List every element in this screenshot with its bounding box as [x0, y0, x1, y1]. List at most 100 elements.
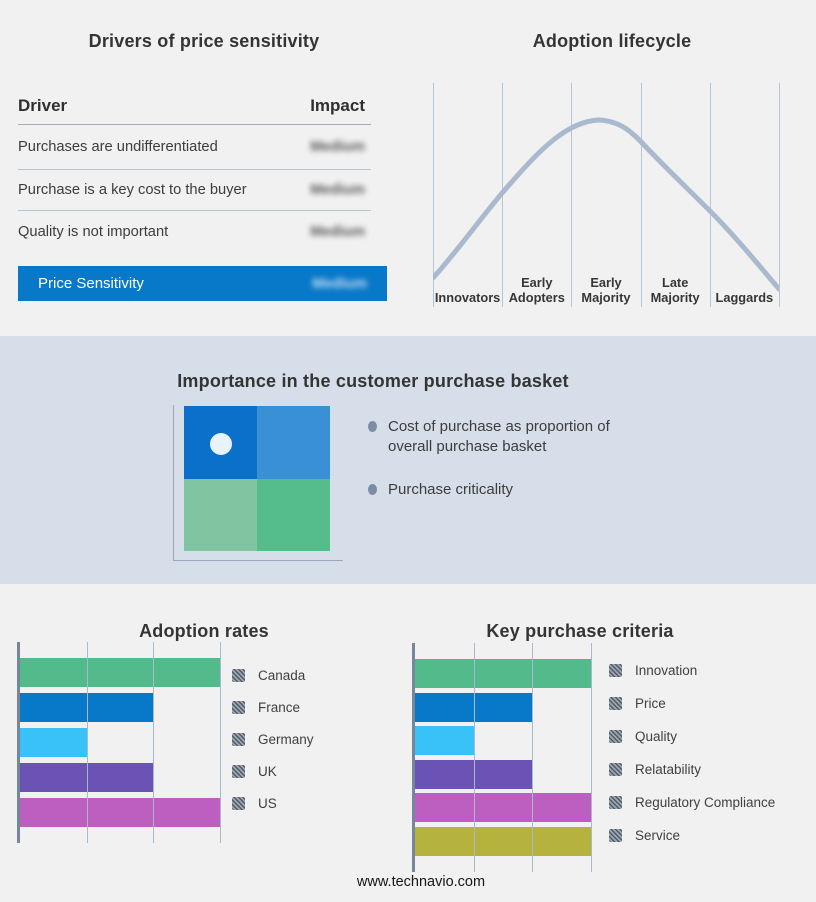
list-item: Cost of purchase as proportion of overal…: [368, 417, 658, 458]
quadrant-top-left: [184, 406, 257, 479]
stage-label-laggards: Laggards: [715, 289, 774, 305]
bar-regulatory-compliance: [415, 793, 591, 822]
impact-value-blurred: Medium: [310, 182, 365, 198]
legend-item: Germany: [232, 723, 314, 755]
impact-column-header: Impact: [310, 96, 365, 115]
legend-swatch-icon: [609, 829, 622, 842]
legend-swatch-icon: [232, 700, 245, 714]
legend-label: Canada: [258, 667, 306, 683]
legend-item: Price: [609, 687, 775, 720]
driver-column-header: Driver: [18, 96, 68, 115]
legend-swatch-icon: [232, 764, 245, 778]
quadrant-matrix: [184, 406, 330, 551]
legend-swatch-icon: [609, 763, 622, 776]
quadrant-bottom-right: [257, 478, 330, 551]
legend-item: Regulatory Compliance: [609, 786, 775, 819]
legend-item: Canada: [232, 659, 314, 691]
driver-cell: Purchases are undifferentiated: [18, 139, 218, 155]
legend-label: Service: [635, 828, 681, 843]
driver-cell: Quality is not important: [18, 224, 169, 240]
stage-labels: Innovators Early Adopters Early Majority…: [433, 275, 779, 305]
quadrant-y-axis: [173, 405, 174, 561]
stage-label-innovators: Innovators: [434, 289, 501, 305]
legend: Canada France Germany UK US: [232, 659, 314, 819]
legend: Innovation Price Quality Relatability Re…: [609, 654, 775, 852]
table-row: Purchase is a key cost to the buyer Medi…: [18, 170, 371, 211]
lifecycle-panel-title: Adoption lifecycle: [532, 30, 692, 51]
stage-label-late-majority: Late Majority: [650, 274, 700, 305]
adoption-rates-plot: [17, 642, 221, 843]
bullet-text: Purchase criticality: [388, 480, 514, 498]
purchase-basket-section: Importance in the customer purchase bask…: [0, 336, 816, 584]
legend-swatch-icon: [232, 668, 245, 682]
gridline: [86, 642, 88, 843]
bullet-icon: [368, 483, 377, 495]
bars: [20, 658, 220, 827]
legend-swatch-icon: [609, 697, 622, 710]
gridline: [571, 83, 573, 307]
legend-item: Relatability: [609, 753, 775, 786]
drivers-panel-title: Drivers of price sensitivity: [88, 30, 320, 51]
legend-item: US: [232, 787, 314, 819]
bar-us: [20, 798, 220, 827]
legend-label: Quality: [635, 729, 678, 744]
quadrant-bottom-left: [184, 478, 257, 551]
bar-innovation: [415, 659, 591, 688]
impact-value-blurred: Medium: [310, 139, 365, 155]
gridline: [640, 83, 642, 307]
legend-item: Quality: [609, 720, 775, 753]
price-sensitivity-label: Price Sensitivity: [38, 275, 144, 292]
bar-canada: [20, 658, 220, 687]
legend-label: Innovation: [635, 663, 698, 678]
legend-swatch-icon: [609, 730, 622, 743]
legend-item: Service: [609, 819, 775, 852]
basket-bullet-list: Cost of purchase as proportion of overal…: [368, 417, 658, 522]
basket-section-title: Importance in the customer purchase bask…: [177, 370, 569, 391]
bullet-icon: [368, 421, 377, 432]
legend-label: Relatability: [635, 762, 702, 777]
price-sensitivity-row: Price Sensitivity Medium: [18, 266, 387, 301]
bar-germany: [20, 728, 87, 757]
legend-item: France: [232, 691, 314, 723]
legend-swatch-icon: [232, 732, 245, 746]
legend-label: Regulatory Compliance: [635, 795, 776, 810]
adoption-lifecycle-chart: Innovators Early Adopters Early Majority…: [433, 83, 780, 307]
gridline: [709, 83, 711, 307]
adoption-rates-title: Adoption rates: [139, 620, 269, 641]
bar-service: [415, 826, 591, 856]
legend-item: UK: [232, 755, 314, 787]
gridline: [532, 643, 534, 872]
legend-label: Price: [635, 696, 666, 711]
bar-quality: [415, 726, 474, 755]
bell-curve: [433, 117, 779, 292]
legend-label: US: [258, 795, 277, 811]
gridline: [779, 83, 780, 307]
gridline: [473, 643, 475, 872]
position-dot: [210, 433, 232, 455]
key-purchase-criteria-title: Key purchase criteria: [486, 620, 674, 641]
lifecycle-curve-path: [433, 117, 779, 292]
legend-item: Innovation: [609, 654, 775, 687]
gridline: [591, 643, 592, 872]
legend-swatch-icon: [609, 796, 622, 809]
stage-label-early-adopters: Early Adopters: [508, 274, 565, 305]
drivers-table-header: Driver Impact: [18, 90, 371, 125]
drivers-table: Driver Impact Purchases are undifferenti…: [18, 90, 387, 301]
driver-cell: Purchase is a key cost to the buyer: [18, 182, 247, 198]
legend-label: France: [258, 699, 301, 715]
footer-url-link[interactable]: www.technavio.com: [356, 874, 486, 890]
footer: www.technavio.com: [0, 874, 816, 890]
key-purchase-criteria-plot: [412, 643, 592, 872]
gridline: [220, 642, 221, 843]
impact-value-blurred: Medium: [312, 275, 367, 292]
gridline: [433, 83, 434, 307]
quadrant-x-axis: [173, 560, 343, 561]
bars: [415, 659, 591, 856]
legend-label: UK: [258, 763, 277, 779]
legend-label: Germany: [258, 731, 314, 747]
stage-label-early-majority: Early Majority: [581, 274, 631, 305]
list-item: Purchase criticality: [368, 480, 658, 500]
impact-value-blurred: Medium: [310, 224, 365, 240]
table-row: Quality is not important Medium: [18, 211, 371, 253]
